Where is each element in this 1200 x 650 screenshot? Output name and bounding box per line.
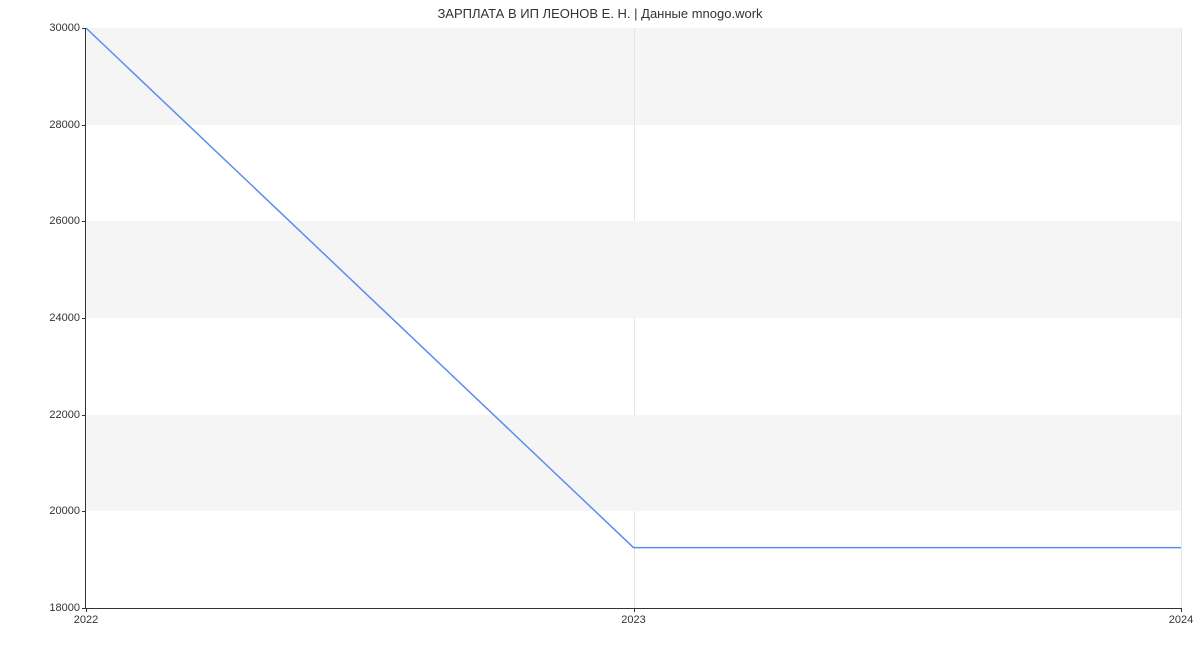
x-tick-mark <box>634 608 635 612</box>
x-tick-label: 2024 <box>1169 614 1193 626</box>
y-tick-label: 20000 <box>49 505 80 517</box>
y-tick-label: 18000 <box>49 602 80 614</box>
y-tick-mark <box>82 125 86 126</box>
y-tick-mark <box>82 511 86 512</box>
y-tick-mark <box>82 415 86 416</box>
line-chart: ЗАРПЛАТА В ИП ЛЕОНОВ Е. Н. | Данные mnog… <box>0 0 1200 650</box>
y-tick-label: 22000 <box>49 409 80 421</box>
x-tick-mark <box>1181 608 1182 612</box>
y-tick-mark <box>82 318 86 319</box>
x-tick-label: 2023 <box>621 614 645 626</box>
y-tick-mark <box>82 28 86 29</box>
y-tick-label: 30000 <box>49 22 80 34</box>
y-tick-mark <box>82 221 86 222</box>
y-tick-label: 26000 <box>49 215 80 227</box>
series-line <box>86 28 1181 548</box>
x-gridline <box>1181 28 1182 608</box>
x-tick-mark <box>86 608 87 612</box>
y-tick-label: 28000 <box>49 119 80 131</box>
chart-title: ЗАРПЛАТА В ИП ЛЕОНОВ Е. Н. | Данные mnog… <box>0 6 1200 21</box>
y-tick-label: 24000 <box>49 312 80 324</box>
line-layer <box>86 28 1181 608</box>
plot-area: 1800020000220002400026000280003000020222… <box>85 28 1181 609</box>
x-tick-label: 2022 <box>74 614 98 626</box>
